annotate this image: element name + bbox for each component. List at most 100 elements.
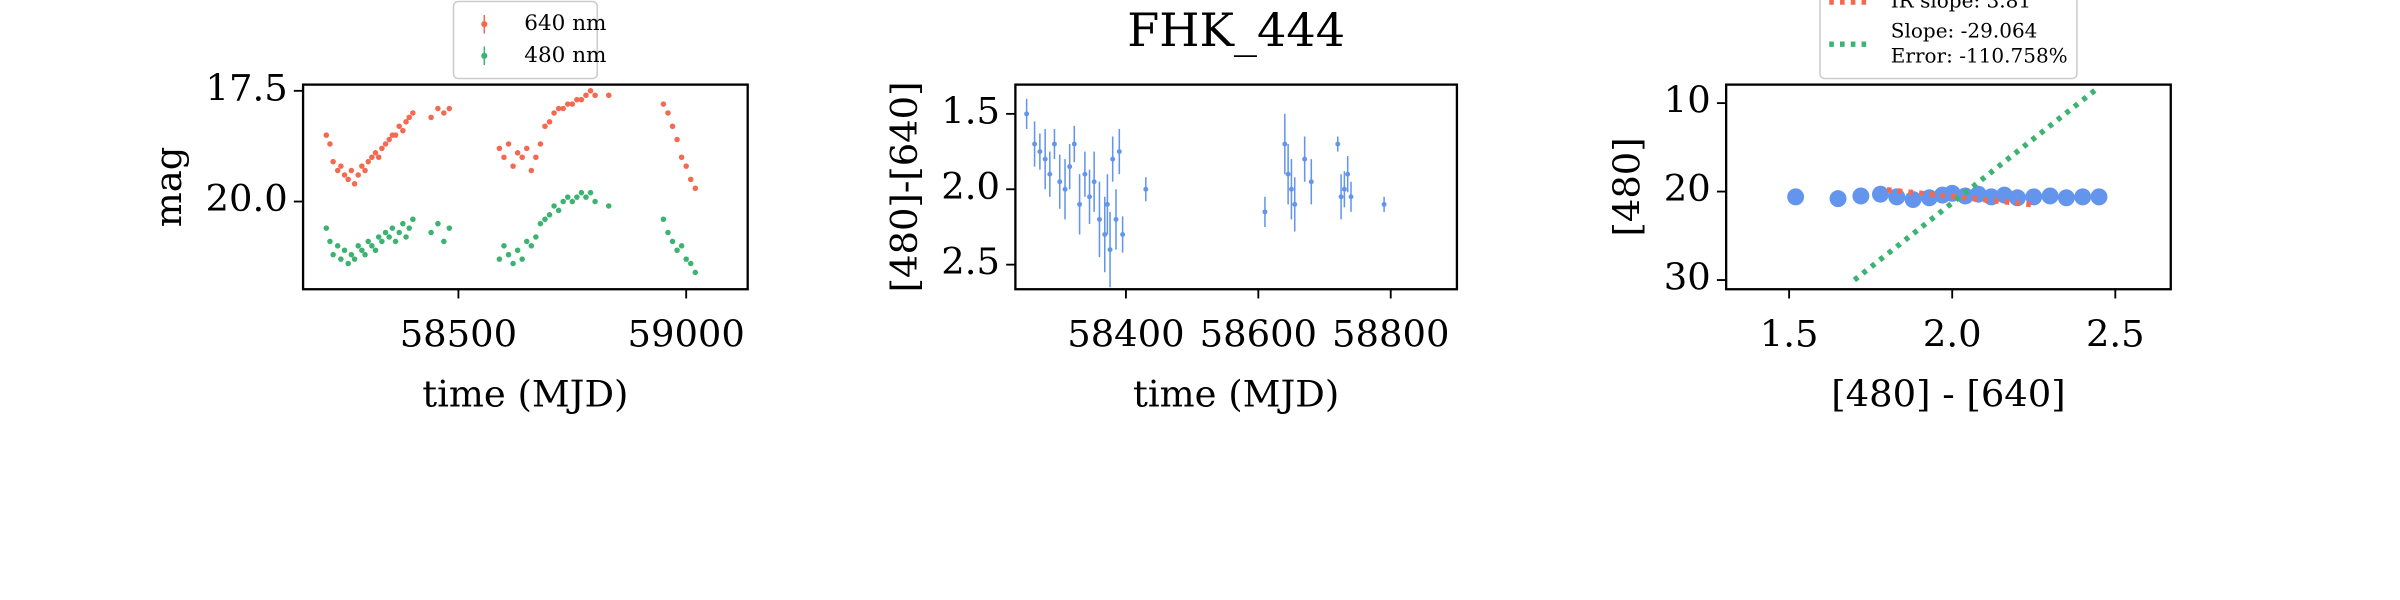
point — [441, 110, 447, 116]
point — [348, 251, 355, 258]
x-tick-label: 1.5 — [1760, 312, 1819, 355]
axes-frame — [301, 83, 749, 291]
legend: IR slope: 3.81 Slope: -29.064 Error: -110.… — [1819, 0, 2078, 80]
point — [341, 172, 348, 178]
point — [2057, 189, 2075, 207]
point — [406, 225, 412, 231]
point — [528, 243, 535, 249]
point — [583, 92, 589, 99]
x-tick-label: 59000 — [627, 312, 744, 355]
point — [1829, 190, 1847, 208]
point — [379, 145, 385, 152]
point — [369, 243, 375, 249]
point — [574, 96, 580, 103]
point — [519, 256, 525, 262]
point — [542, 216, 548, 223]
point — [528, 167, 535, 174]
point — [375, 154, 382, 161]
point — [1995, 186, 2013, 204]
point — [683, 256, 689, 262]
point — [505, 141, 512, 147]
point — [665, 110, 671, 116]
point — [327, 141, 333, 147]
x-tick-label: 2.5 — [2086, 312, 2145, 355]
point — [410, 216, 416, 223]
y-tick-label: 17.5 — [206, 66, 288, 109]
point — [362, 167, 368, 174]
point — [1852, 187, 1870, 205]
x-axis-label: time (MJD) — [422, 372, 628, 415]
point — [2041, 187, 2059, 205]
y-tick-label: 2.5 — [941, 240, 1000, 283]
point — [514, 247, 521, 254]
legend-box — [452, 0, 599, 80]
y-axis-label: [480] — [1605, 137, 1648, 236]
point — [403, 119, 409, 125]
legend-label: IR slope: 3.81 — [1891, 0, 2031, 13]
point — [533, 154, 539, 161]
point — [660, 216, 667, 223]
legend-label: 640 nm — [524, 11, 606, 36]
point — [369, 154, 375, 161]
point — [560, 198, 566, 205]
point — [505, 251, 512, 258]
point — [396, 123, 402, 130]
y-axis-label: mag — [147, 147, 190, 228]
point — [327, 238, 333, 245]
point — [330, 251, 336, 258]
point — [428, 114, 434, 121]
point — [1904, 191, 1922, 208]
point — [692, 269, 699, 276]
x-axis-label: time (MJD) — [1133, 372, 1339, 415]
point — [389, 225, 396, 231]
point — [496, 145, 503, 152]
point — [583, 194, 589, 200]
point — [665, 229, 671, 236]
point — [2074, 188, 2092, 206]
point — [392, 238, 399, 245]
legend-label-line: Slope: -29.064 — [1891, 18, 2038, 42]
y-tick-label: 2.0 — [941, 165, 1000, 208]
plot-area — [1787, 85, 2108, 283]
point — [555, 207, 562, 214]
point — [533, 234, 539, 240]
point — [692, 185, 699, 192]
point — [362, 251, 368, 258]
point — [587, 189, 594, 196]
point — [355, 172, 361, 178]
point — [2090, 188, 2108, 206]
legend-label: 480 nm — [524, 43, 606, 68]
point — [372, 150, 379, 156]
point — [605, 92, 612, 99]
y-tick-label: 20 — [1664, 167, 1711, 210]
point — [2025, 188, 2043, 206]
point — [365, 158, 371, 165]
point — [551, 203, 557, 209]
point — [501, 243, 507, 249]
point — [351, 181, 358, 187]
point — [338, 256, 344, 262]
point — [678, 154, 685, 161]
point — [537, 220, 544, 227]
point — [1871, 185, 1889, 203]
point — [546, 119, 553, 125]
legend-box — [1819, 0, 2078, 80]
axes-frame — [1725, 83, 2172, 291]
fit-line — [1886, 187, 2035, 208]
axes-frame — [1014, 83, 1459, 291]
point — [569, 101, 576, 107]
point — [406, 114, 412, 121]
x-axis-label: [480] - [640] — [1831, 372, 2065, 415]
point — [687, 260, 694, 267]
point — [330, 158, 336, 165]
point — [2008, 189, 2026, 207]
y-tick-label: 10 — [1664, 79, 1711, 122]
point — [683, 163, 689, 169]
point — [428, 229, 434, 236]
y-tick-label: 30 — [1664, 256, 1711, 299]
point — [338, 163, 344, 169]
y-tick-label: 1.5 — [941, 89, 1000, 132]
point — [386, 136, 392, 143]
